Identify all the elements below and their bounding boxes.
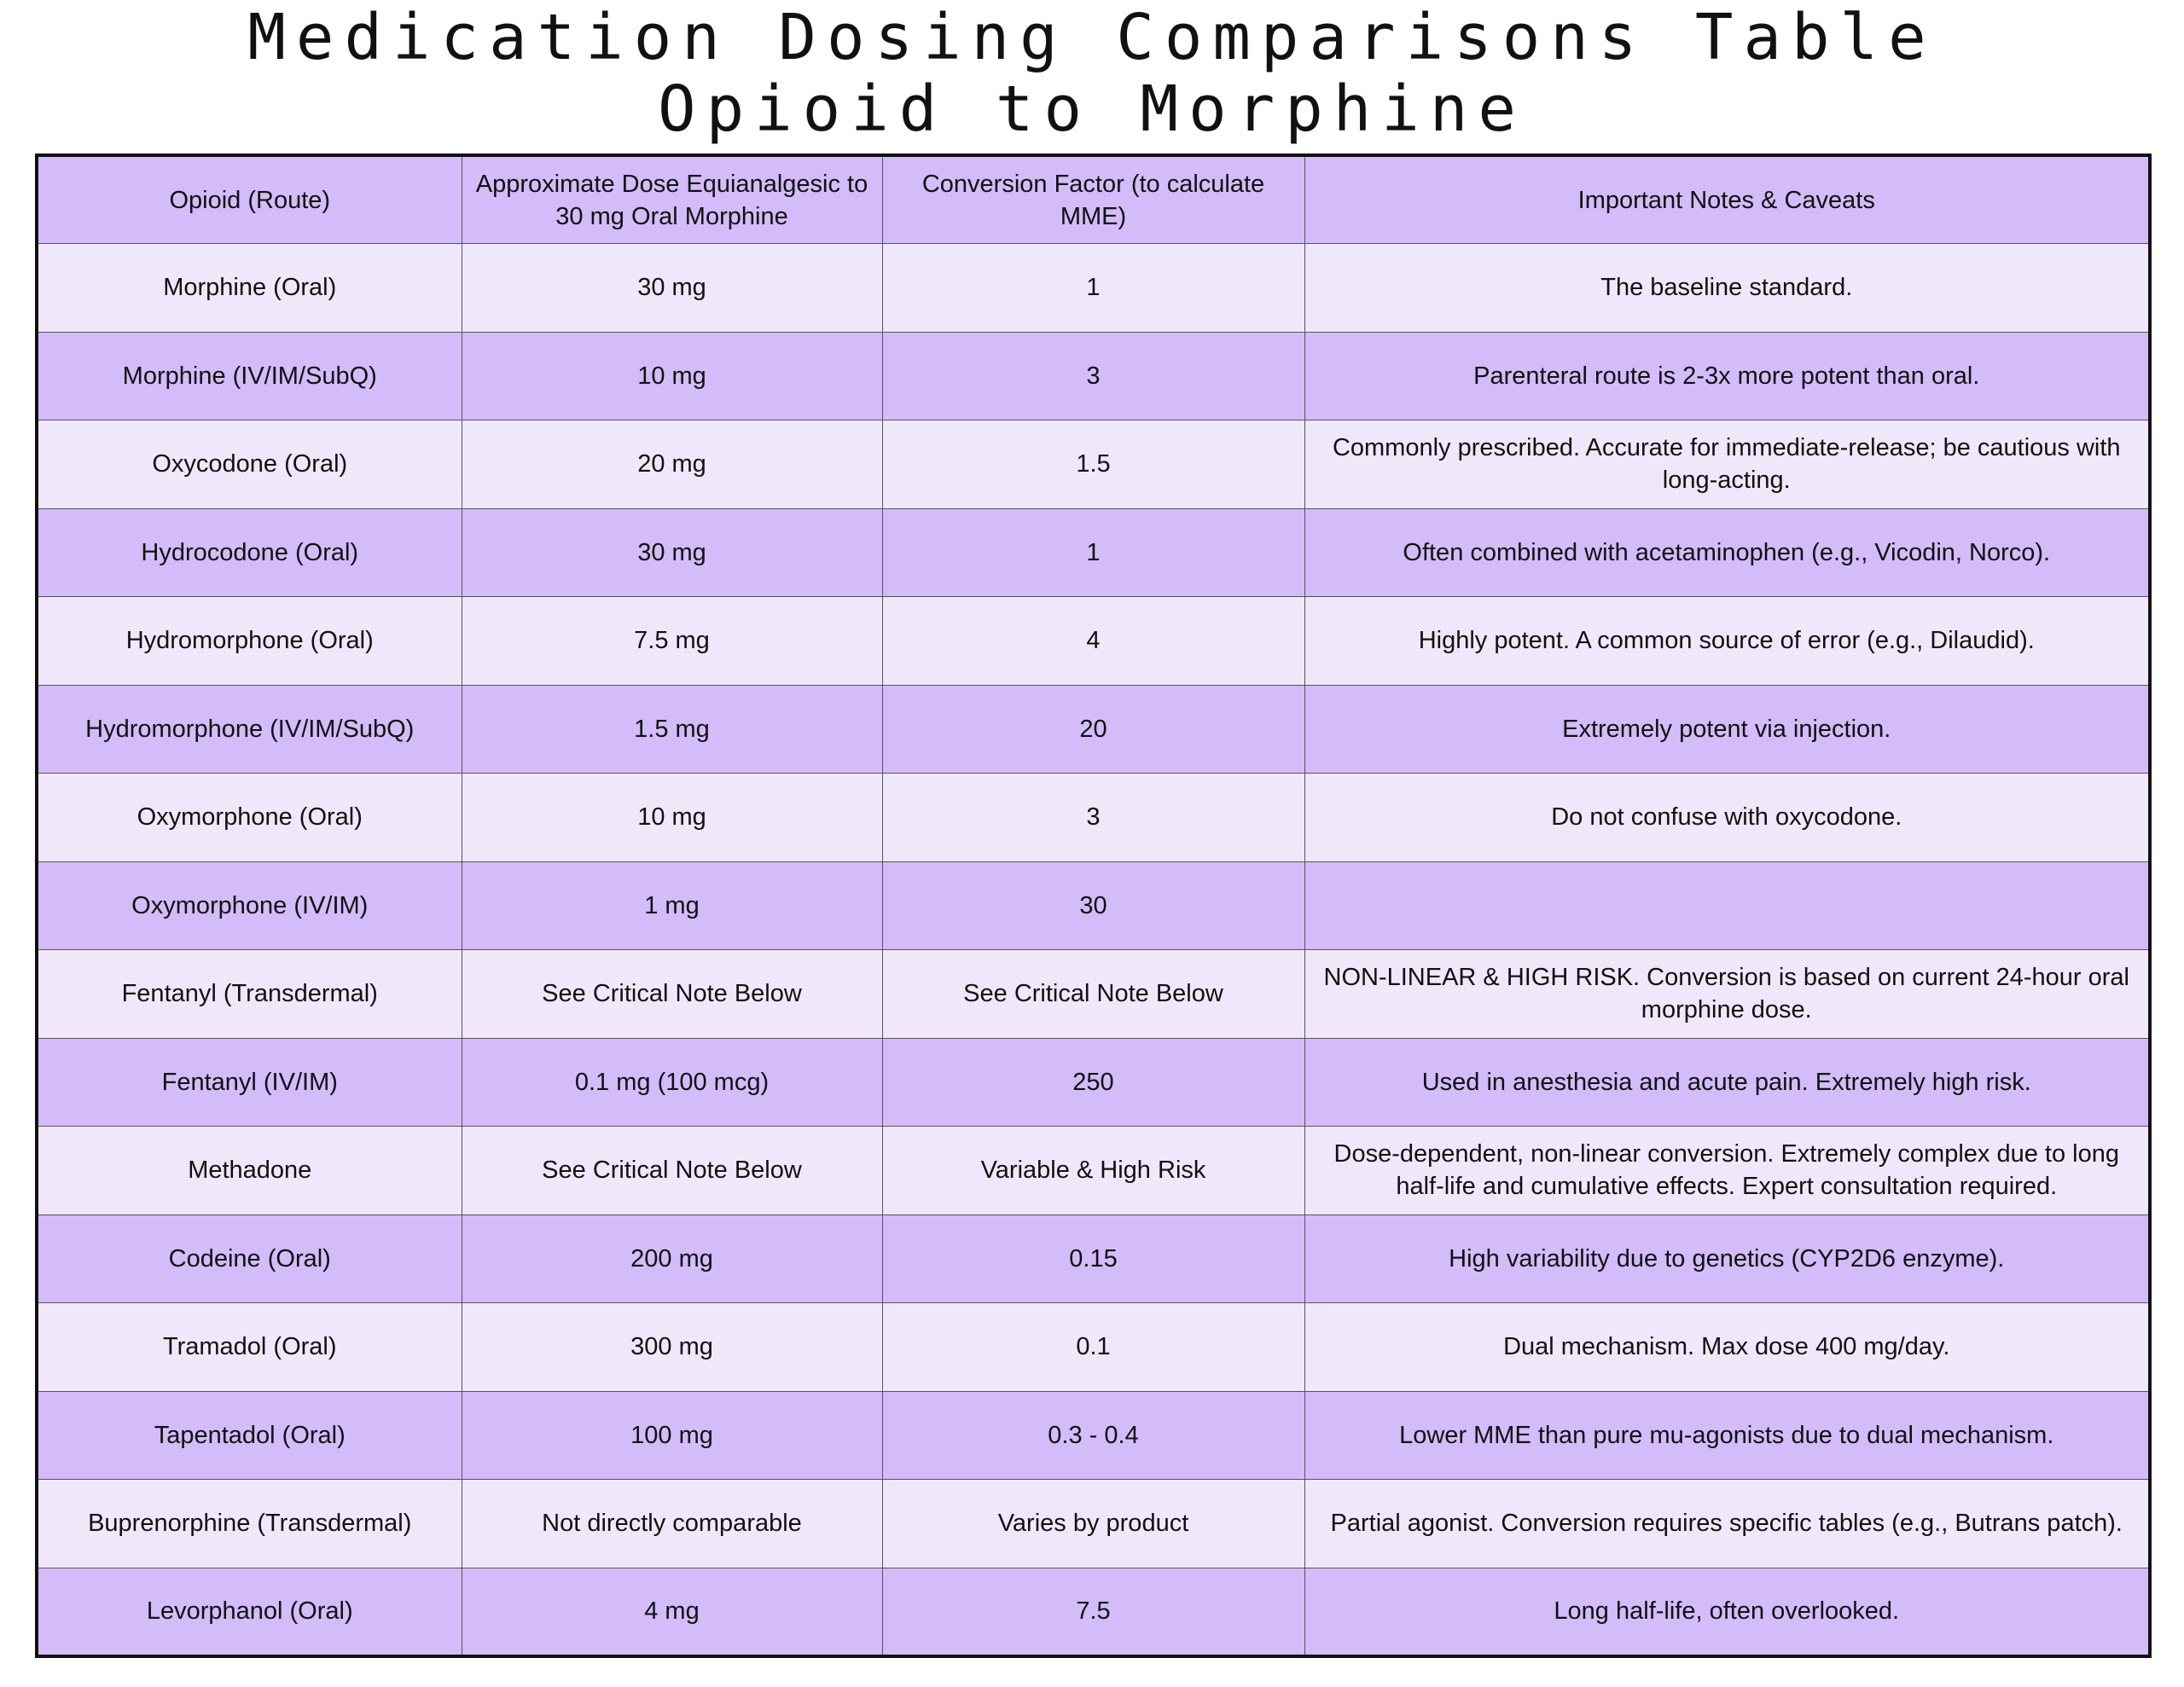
table-row: Morphine (IV/IM/SubQ) 10 mg 3 Parenteral ro…	[36, 331, 2151, 420]
header-notes: Important Notes & Caveats	[1304, 154, 2151, 244]
cell-conversion-factor: 3	[881, 331, 1305, 420]
cell-notes: Long half-life, often overlooked.	[1304, 1567, 2151, 1656]
cell-notes: Partial agonist. Conversion requires spe…	[1304, 1479, 2151, 1568]
cell-dose: 30 mg	[461, 507, 883, 597]
cell-notes: Highly potent. A common source of error …	[1304, 596, 2151, 686]
cell-notes: Often combined with acetaminophen (e.g.,…	[1304, 507, 2151, 597]
table-row: Hydromorphone (Oral) 7.5 mg 4 Highly potent…	[36, 596, 2151, 686]
cell-notes: NON-LINEAR & HIGH RISK. Conversion is ba…	[1304, 949, 2151, 1039]
table-row: Hydromorphone (IV/IM/SubQ) 1.5 mg 20 Extrem…	[36, 684, 2151, 774]
cell-conversion-factor: 250	[881, 1037, 1305, 1127]
cell-dose: 30 mg	[461, 243, 883, 333]
cell-opioid: Oxymorphone (IV/IM)	[36, 861, 462, 950]
cell-conversion-factor: 1	[881, 507, 1305, 597]
cell-conversion-factor: 0.15	[881, 1214, 1305, 1303]
cell-dose: 200 mg	[461, 1214, 883, 1303]
cell-opioid: Hydromorphone (Oral)	[36, 596, 462, 686]
table-row: Morphine (Oral) 30 mg 1 The baseline standa…	[36, 243, 2151, 333]
cell-opioid: Levorphanol (Oral)	[36, 1567, 462, 1656]
cell-conversion-factor: Varies by product	[881, 1479, 1305, 1568]
cell-opioid: Buprenorphine (Transdermal)	[36, 1479, 462, 1568]
cell-conversion-factor: See Critical Note Below	[881, 949, 1305, 1039]
cell-opioid: Hydromorphone (IV/IM/SubQ)	[36, 684, 462, 774]
cell-notes	[1304, 861, 2151, 950]
cell-dose: 100 mg	[461, 1390, 883, 1480]
table-header-row: Opioid (Route) Approximate Dose Equianal…	[36, 154, 2151, 244]
cell-opioid: Fentanyl (Transdermal)	[36, 949, 462, 1039]
header-dose: Approximate Dose Equianalgesic to 30 mg …	[461, 154, 883, 244]
cell-conversion-factor: 1.5	[881, 420, 1305, 509]
page-subtitle: Opioid to Morphine	[658, 72, 1526, 146]
page-title: Medication Dosing Comparisons Table	[247, 1, 1937, 74]
cell-dose: 1.5 mg	[461, 684, 883, 774]
table-row: Methadone See Critical Note Below Variable…	[36, 1126, 2151, 1215]
cell-opioid: Morphine (Oral)	[36, 243, 462, 333]
cell-conversion-factor: 30	[881, 861, 1305, 950]
cell-opioid: Oxymorphone (Oral)	[36, 773, 462, 862]
cell-dose: 7.5 mg	[461, 596, 883, 686]
cell-notes: The baseline standard.	[1304, 243, 2151, 333]
cell-notes: Used in anesthesia and acute pain. Extre…	[1304, 1037, 2151, 1127]
cell-opioid: Tapentadol (Oral)	[36, 1390, 462, 1480]
cell-opioid: Codeine (Oral)	[36, 1214, 462, 1303]
cell-dose: 4 mg	[461, 1567, 883, 1656]
table-row: Oxymorphone (Oral) 10 mg 3 Do not confuse w…	[36, 773, 2151, 862]
table-row: Codeine (Oral) 200 mg 0.15 High variability…	[36, 1214, 2151, 1303]
header-conversion-factor: Conversion Factor (to calculate MME)	[881, 154, 1305, 244]
cell-dose: Not directly comparable	[461, 1479, 883, 1568]
cell-conversion-factor: 0.3 - 0.4	[881, 1390, 1305, 1480]
table-row: Tapentadol (Oral) 100 mg 0.3 - 0.4 Lower MM…	[36, 1390, 2151, 1480]
cell-dose: See Critical Note Below	[461, 1126, 883, 1215]
cell-notes: High variability due to genetics (CYP2D6…	[1304, 1214, 2151, 1303]
table-row: Buprenorphine (Transdermal) Not directly …	[36, 1479, 2151, 1568]
table-row: Hydrocodone (Oral) 30 mg 1 Often combined w…	[36, 507, 2151, 597]
cell-dose: 0.1 mg (100 mcg)	[461, 1037, 883, 1127]
table-row: Oxymorphone (IV/IM) 1 mg 30	[36, 861, 2151, 950]
cell-notes: Dual mechanism. Max dose 400 mg/day.	[1304, 1302, 2151, 1392]
cell-conversion-factor: 3	[881, 773, 1305, 862]
cell-opioid: Fentanyl (IV/IM)	[36, 1037, 462, 1127]
cell-dose: 10 mg	[461, 331, 883, 420]
cell-conversion-factor: 1	[881, 243, 1305, 333]
cell-notes: Commonly prescribed. Accurate for immedi…	[1304, 420, 2151, 509]
cell-conversion-factor: 4	[881, 596, 1305, 686]
cell-opioid: Morphine (IV/IM/SubQ)	[36, 331, 462, 420]
cell-opioid: Methadone	[36, 1126, 462, 1215]
cell-dose: 300 mg	[461, 1302, 883, 1392]
cell-notes: Parenteral route is 2-3x more potent tha…	[1304, 331, 2151, 420]
table-row: Levorphanol (Oral) 4 mg 7.5 Long half-life,…	[36, 1567, 2151, 1656]
table-row: Fentanyl (Transdermal) See Critical Note …	[36, 949, 2151, 1039]
cell-notes: Extremely potent via injection.	[1304, 684, 2151, 774]
cell-conversion-factor: 0.1	[881, 1302, 1305, 1392]
cell-dose: 20 mg	[461, 420, 883, 509]
table-row: Tramadol (Oral) 300 mg 0.1 Dual mechanism. …	[36, 1302, 2151, 1392]
cell-conversion-factor: 7.5	[881, 1567, 1305, 1656]
cell-conversion-factor: 20	[881, 684, 1305, 774]
header-opioid: Opioid (Route)	[36, 154, 462, 244]
cell-opioid: Hydrocodone (Oral)	[36, 507, 462, 597]
cell-conversion-factor: Variable & High Risk	[881, 1126, 1305, 1215]
cell-dose: See Critical Note Below	[461, 949, 883, 1039]
table-row: Oxycodone (Oral) 20 mg 1.5 Commonly prescri…	[36, 420, 2151, 509]
dosing-table: Opioid (Route) Approximate Dose Equianal…	[35, 154, 2152, 1658]
cell-notes: Dose-dependent, non-linear conversion. E…	[1304, 1126, 2151, 1215]
table-row: Fentanyl (IV/IM) 0.1 mg (100 mcg) 250 Used …	[36, 1037, 2151, 1127]
cell-dose: 10 mg	[461, 773, 883, 862]
cell-notes: Lower MME than pure mu-agonists due to d…	[1304, 1390, 2151, 1480]
cell-opioid: Oxycodone (Oral)	[36, 420, 462, 509]
cell-dose: 1 mg	[461, 861, 883, 950]
cell-opioid: Tramadol (Oral)	[36, 1302, 462, 1392]
cell-notes: Do not confuse with oxycodone.	[1304, 773, 2151, 862]
